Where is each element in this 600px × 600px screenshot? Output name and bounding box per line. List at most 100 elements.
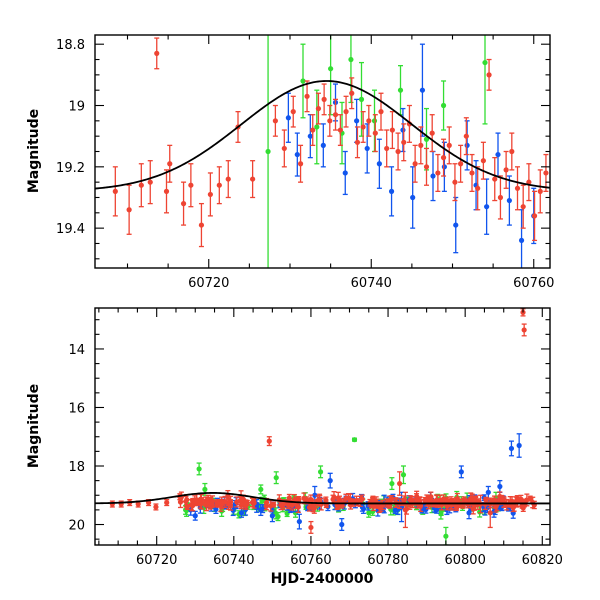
- marker: [214, 499, 221, 506]
- blue-data-point: [192, 510, 198, 521]
- green-data-point: [371, 89, 378, 153]
- red-data-point: [304, 80, 310, 113]
- marker: [423, 506, 429, 513]
- red-data-point: [384, 129, 390, 168]
- red-data-point: [423, 147, 430, 186]
- marker: [225, 176, 231, 182]
- blue-data-point: [419, 43, 426, 137]
- marker: [475, 185, 481, 191]
- red-data-point: [521, 323, 527, 337]
- red-data-point: [219, 496, 225, 510]
- marker: [219, 500, 225, 506]
- blue-data-point: [484, 178, 490, 235]
- red-data-point: [401, 123, 407, 162]
- marker: [423, 164, 430, 170]
- marker: [400, 472, 407, 478]
- blue-data-point: [285, 92, 291, 143]
- red-data-point: [371, 501, 377, 512]
- green-data-point: [317, 465, 324, 479]
- marker: [537, 188, 543, 194]
- marker: [495, 151, 501, 158]
- red-data-point: [337, 114, 343, 147]
- marker: [471, 503, 477, 509]
- y-tick-label: 19.2: [56, 161, 85, 176]
- red-data-point: [503, 150, 509, 189]
- red-data-point: [227, 499, 234, 511]
- marker: [188, 502, 194, 508]
- marker: [296, 497, 302, 503]
- red-data-point: [163, 169, 170, 214]
- marker: [332, 112, 339, 118]
- marker: [518, 237, 525, 244]
- marker: [503, 167, 509, 173]
- blue-data-point: [320, 123, 326, 168]
- marker: [308, 497, 314, 503]
- marker: [301, 495, 307, 501]
- red-data-point: [378, 92, 384, 131]
- marker: [370, 496, 376, 502]
- marker: [389, 127, 395, 133]
- marker: [270, 501, 277, 508]
- marker: [126, 207, 132, 213]
- y-tick-label: 16: [68, 401, 85, 416]
- x-axis-label: HJD-2400000: [271, 571, 374, 587]
- red-data-point: [486, 58, 492, 91]
- bottom-panel-frame: [94, 307, 551, 546]
- marker: [454, 505, 460, 511]
- marker: [311, 505, 317, 511]
- marker: [337, 127, 343, 133]
- green-data-point: [202, 482, 208, 496]
- blue-data-point: [485, 485, 491, 499]
- marker: [353, 498, 360, 504]
- marker: [180, 201, 187, 207]
- marker: [249, 499, 256, 506]
- red-data-point: [225, 160, 231, 199]
- marker: [327, 478, 333, 484]
- marker: [499, 497, 505, 503]
- marker: [430, 173, 436, 179]
- blue-data-point: [495, 132, 501, 177]
- marker: [310, 127, 316, 133]
- red-data-point: [435, 153, 441, 193]
- top-panel-ticks: 60720 60740 60760 18.8 19 19.2 19.4: [56, 35, 554, 291]
- green-data-point: [351, 437, 358, 443]
- marker: [497, 194, 504, 201]
- blue-data-point: [354, 98, 360, 143]
- red-data-point: [204, 500, 210, 508]
- marker: [429, 130, 435, 136]
- red-data-point: [308, 520, 314, 534]
- marker: [366, 510, 372, 516]
- y-tick-label: 19: [68, 100, 85, 115]
- marker: [354, 139, 361, 145]
- marker: [307, 133, 313, 139]
- bottom-panel-ticks: 60720 60740 60760 60780 60800 60820 14 16 18 20: [68, 308, 563, 568]
- marker: [384, 145, 390, 152]
- marker: [452, 179, 458, 185]
- marker: [419, 87, 426, 93]
- red-data-point: [109, 500, 115, 508]
- marker: [438, 511, 444, 517]
- green-data-point: [273, 471, 279, 485]
- blue-data-point: [296, 513, 302, 530]
- marker: [258, 486, 264, 493]
- marker: [464, 142, 470, 148]
- red-data-point: [310, 114, 316, 147]
- marker: [227, 502, 234, 508]
- marker: [372, 130, 378, 136]
- blue-data-point: [516, 433, 522, 458]
- marker: [183, 498, 189, 505]
- marker: [392, 507, 398, 513]
- marker: [469, 170, 475, 176]
- marker: [371, 503, 377, 509]
- marker: [138, 182, 144, 188]
- marker: [466, 510, 472, 516]
- marker: [492, 176, 498, 182]
- marker: [348, 56, 354, 63]
- top-y-axis-label: Magnitude: [26, 109, 42, 193]
- marker: [458, 161, 464, 167]
- marker: [339, 521, 345, 528]
- marker: [196, 466, 202, 472]
- red-data-point: [306, 503, 313, 512]
- marker: [263, 499, 270, 506]
- marker: [389, 480, 395, 487]
